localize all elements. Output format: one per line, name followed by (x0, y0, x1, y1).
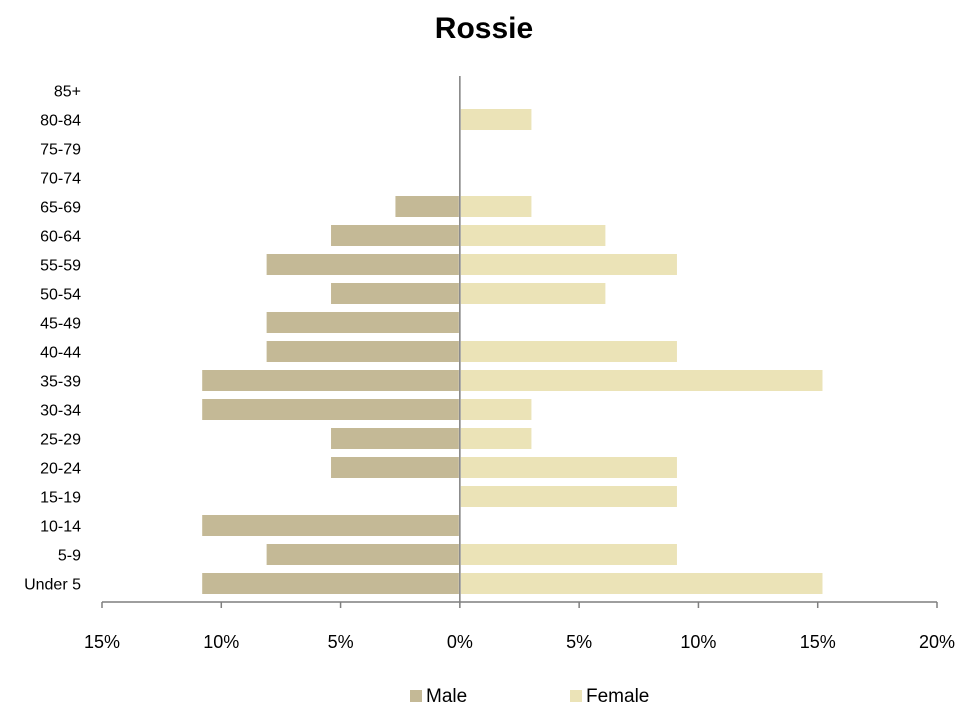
bar-female-65-69 (460, 196, 532, 217)
bar-female-55-59 (460, 254, 677, 275)
category-label: 20-24 (40, 461, 81, 478)
category-label: 80-84 (40, 113, 81, 130)
x-tick-label: 0% (447, 632, 473, 652)
bar-female-under-5 (460, 573, 823, 594)
category-label: 25-29 (40, 432, 81, 449)
category-label: 55-59 (40, 258, 81, 275)
category-label: 65-69 (40, 200, 81, 217)
x-tick-label: 10% (203, 632, 239, 652)
category-label: 40-44 (40, 345, 81, 362)
bar-male-50-54 (331, 283, 459, 304)
bar-male-30-34 (202, 399, 459, 420)
x-tick-label: 10% (680, 632, 716, 652)
bar-male-45-49 (266, 312, 459, 333)
x-tick-label: 20% (919, 632, 955, 652)
bar-male-65-69 (395, 196, 459, 217)
category-label: 75-79 (40, 142, 81, 159)
bars-group (202, 109, 823, 594)
bar-male-20-24 (331, 457, 459, 478)
legend-swatch-male (410, 690, 422, 702)
bar-female-80-84 (460, 109, 532, 130)
bar-male-35-39 (202, 370, 459, 391)
x-tick-label: 15% (800, 632, 836, 652)
bar-female-30-34 (460, 399, 532, 420)
category-label: Under 5 (24, 577, 81, 594)
x-tick-label: 5% (566, 632, 592, 652)
bar-male-55-59 (266, 254, 459, 275)
category-label: 30-34 (40, 403, 81, 420)
legend: Male Female (410, 686, 649, 707)
bar-male-60-64 (331, 225, 459, 246)
bar-male-40-44 (266, 341, 459, 362)
category-label: 35-39 (40, 374, 81, 391)
bar-female-50-54 (460, 283, 606, 304)
chart-title: Rossie (435, 12, 533, 45)
category-label: 10-14 (40, 519, 81, 536)
category-label: 45-49 (40, 316, 81, 333)
category-label: 50-54 (40, 287, 81, 304)
legend-label-female: Female (586, 686, 649, 707)
category-label: 60-64 (40, 229, 81, 246)
legend-label-male: Male (426, 686, 467, 707)
bar-male-10-14 (202, 515, 459, 536)
axes-group: 15% 10% 5% 0% 5% 10% 15% 20% (84, 76, 955, 652)
bar-female-25-29 (460, 428, 532, 449)
category-label: 70-74 (40, 171, 81, 188)
bar-female-40-44 (460, 341, 677, 362)
bar-female-5-9 (460, 544, 677, 565)
bar-female-60-64 (460, 225, 606, 246)
category-labels: Under 5 5-9 10-14 15-19 20-24 25-29 30-34 35-39… (24, 84, 81, 594)
x-tick-label: 5% (328, 632, 354, 652)
x-tick-label: 15% (84, 632, 120, 652)
category-label: 5-9 (58, 548, 81, 565)
legend-swatch-female (570, 690, 582, 702)
bar-male-under-5 (202, 573, 459, 594)
category-label: 15-19 (40, 490, 81, 507)
category-label: 85+ (54, 84, 81, 101)
bar-female-15-19 (460, 486, 677, 507)
bar-male-5-9 (266, 544, 459, 565)
bar-female-35-39 (460, 370, 823, 391)
bar-female-20-24 (460, 457, 677, 478)
bar-male-25-29 (331, 428, 459, 449)
